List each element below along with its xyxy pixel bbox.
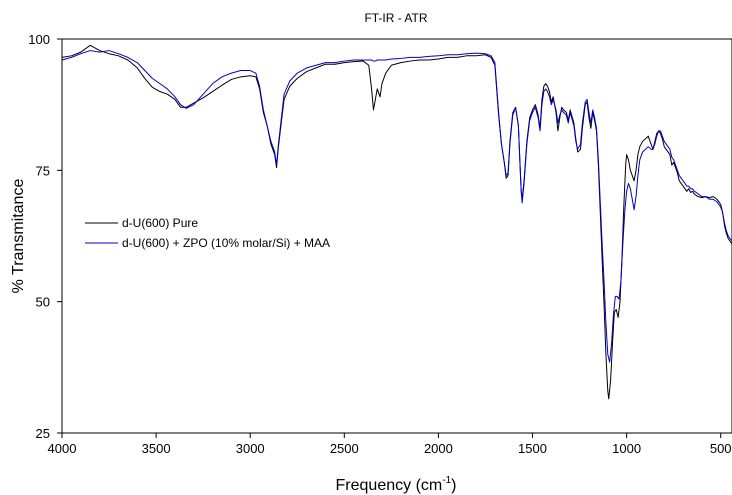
x-tick-label: 1000 <box>612 441 641 456</box>
series-line-zpo-maa <box>61 50 732 363</box>
legend-label-pure: d-U(600) Pure <box>122 216 198 230</box>
x-tick-label: 3500 <box>142 441 171 456</box>
series-layer <box>61 44 732 400</box>
x-tick-label: 3000 <box>236 441 265 456</box>
y-axis-title: % Transmitance <box>10 179 27 294</box>
legend-label-zpo: d-U(600) + ZPO (10% molar/Si) + MAA <box>122 236 330 250</box>
x-tick-label: 2500 <box>330 441 359 456</box>
x-axis: 4000 3500 3000 2500 2000 1500 1000 500 <box>48 433 732 456</box>
y-tick-label: 25 <box>36 426 50 441</box>
series-line-pure <box>61 44 732 400</box>
x-tick-label: 2000 <box>424 441 453 456</box>
y-tick-label: 50 <box>36 295 50 310</box>
x-axis-title: Frequency (cm-1) <box>336 475 457 494</box>
y-tick-label: 75 <box>36 163 50 178</box>
y-axis: 25 50 75 100 <box>28 32 62 441</box>
plot-frame <box>61 38 732 434</box>
x-tick-label: 4000 <box>48 441 77 456</box>
chart-title: FT-IR - ATR <box>364 11 427 25</box>
legend: d-U(600) Pure d-U(600) + ZPO (10% molar/… <box>85 216 330 250</box>
x-tick-label: 500 <box>710 441 732 456</box>
x-tick-label: 1500 <box>518 441 547 456</box>
y-tick-label: 100 <box>28 32 50 47</box>
